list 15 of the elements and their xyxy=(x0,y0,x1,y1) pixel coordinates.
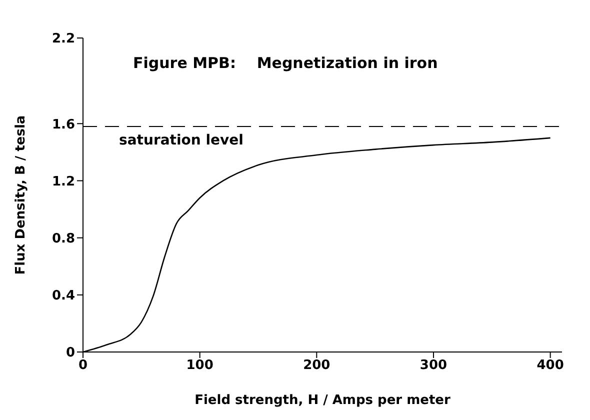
x-tick-label: 100 xyxy=(186,358,214,374)
x-tick-label: 400 xyxy=(536,358,564,374)
y-axis-title: Flux Density, B / tesla xyxy=(14,115,29,275)
y-tick-label: 0 xyxy=(66,346,75,361)
y-tick-label: 1.6 xyxy=(52,117,75,132)
x-tick-label: 0 xyxy=(78,358,88,374)
x-tick-label: 300 xyxy=(420,358,448,374)
ref-line-label: saturation level xyxy=(119,132,244,148)
y-tick-label: 2.2 xyxy=(52,32,75,47)
y-tick-label: 0.8 xyxy=(52,231,75,246)
text: Figure MPB: Megnetization in iron xyxy=(133,54,438,72)
x-axis-title: Field strength, H / Amps per meter xyxy=(194,393,452,408)
y-tick-label: 0.4 xyxy=(52,288,75,304)
x-tick-label: 200 xyxy=(303,358,330,374)
y-tick-label: 1.2 xyxy=(52,174,75,190)
